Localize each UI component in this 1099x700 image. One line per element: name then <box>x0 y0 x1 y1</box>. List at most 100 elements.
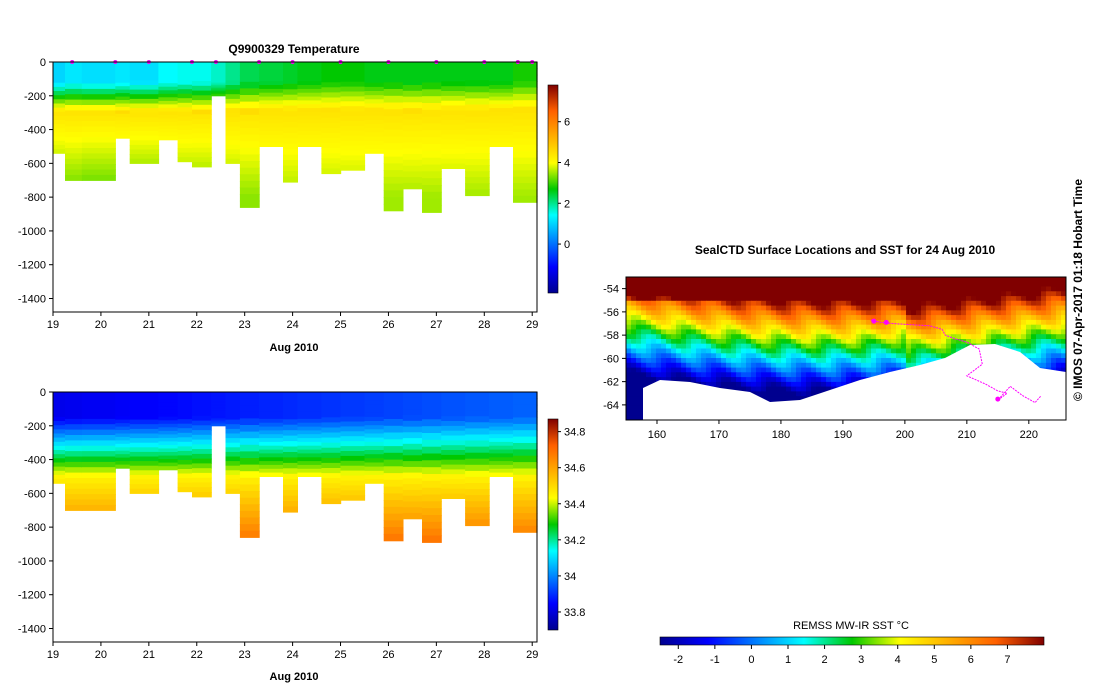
profile-cell <box>259 77 284 82</box>
sst-cell <box>951 286 957 292</box>
profile-cell <box>441 459 466 466</box>
sst-cell <box>686 362 692 369</box>
sst-cell <box>1031 358 1037 364</box>
sst-cell <box>766 286 772 292</box>
sst-cell <box>701 334 707 340</box>
sst-cell <box>761 396 767 402</box>
profile-cell <box>225 433 241 439</box>
profile-cell <box>489 415 514 420</box>
sst-cell <box>661 362 667 369</box>
sst-cell <box>731 367 737 373</box>
sst-cell <box>886 343 892 349</box>
sst-cell <box>681 334 687 340</box>
sst-cell <box>806 310 812 316</box>
sst-cell <box>676 281 682 288</box>
sst-cell <box>1046 362 1052 369</box>
sst-cell <box>656 286 662 292</box>
sst-cell <box>831 310 837 316</box>
profile-cell <box>465 80 490 87</box>
sst-cell <box>756 329 762 335</box>
profile-cell <box>297 415 322 420</box>
sst-cell <box>706 334 712 340</box>
sst-cell <box>1026 310 1032 316</box>
sst-cell <box>861 296 867 302</box>
profile-cell <box>239 484 260 492</box>
sst-cell <box>766 324 772 330</box>
profile-cell <box>441 95 466 102</box>
sst-cell <box>721 296 727 302</box>
sst-cell <box>1021 277 1027 283</box>
profile-cell <box>513 138 538 146</box>
sst-cell <box>696 358 702 364</box>
profile-cell <box>321 392 342 398</box>
sst-cell <box>1021 291 1027 297</box>
profile-cell <box>283 171 298 178</box>
profile-cell <box>297 119 322 124</box>
sst-cell <box>871 310 877 316</box>
colorbar-tick-label: 2 <box>564 198 570 210</box>
profile-cell <box>259 131 284 136</box>
sst-cell <box>661 339 667 345</box>
sst-cell <box>931 286 937 292</box>
sst-cell <box>756 277 762 283</box>
sst-cell <box>786 286 792 292</box>
sst-cell <box>796 300 802 307</box>
profile-cell <box>297 461 322 466</box>
sst-cell <box>846 362 852 369</box>
sst-cell <box>1016 324 1022 330</box>
sst-cell <box>716 348 722 354</box>
sst-cell <box>746 310 752 316</box>
profile-cell <box>465 489 490 496</box>
sst-cell <box>631 396 637 402</box>
profile-cell <box>239 180 260 189</box>
profile-cell <box>422 164 442 172</box>
sst-cell <box>836 300 842 307</box>
sst-cell <box>691 353 697 359</box>
sst-cell <box>631 410 637 416</box>
sst-cell <box>796 362 802 369</box>
sst-cell <box>731 362 737 369</box>
profile-cell <box>422 521 442 530</box>
sst-cell <box>941 310 947 316</box>
profile-cell <box>115 113 131 118</box>
sst-cell <box>696 300 702 307</box>
profile-cell <box>158 132 179 137</box>
profile-cell <box>321 77 342 83</box>
profile-cell <box>402 154 423 161</box>
x-tick-label: 28 <box>478 319 490 331</box>
sst-cell <box>801 319 807 326</box>
profile-cell <box>465 122 490 130</box>
profile-cell <box>211 74 227 77</box>
sst-cell <box>1016 348 1022 354</box>
sst-cell <box>711 324 717 330</box>
sst-cell <box>661 310 667 316</box>
sst-cell <box>706 348 712 354</box>
profile-cell <box>422 62 442 70</box>
sst-cell <box>881 310 887 316</box>
profile-cell <box>321 412 342 418</box>
profile-cell <box>383 190 404 198</box>
sst-cell <box>651 329 657 335</box>
sst-cell <box>761 281 767 288</box>
profile-cell <box>283 132 298 139</box>
profile-cell <box>489 407 514 412</box>
sst-cell <box>901 329 907 335</box>
sst-cell <box>821 367 827 373</box>
profile-cell <box>158 430 179 435</box>
sst-cell <box>856 358 862 364</box>
sst-cell <box>921 324 927 330</box>
profile-cell <box>177 139 193 145</box>
sst-cell <box>856 277 862 283</box>
profile-cell <box>192 95 212 101</box>
sst-cell <box>1016 281 1022 288</box>
sst-cell <box>786 353 792 359</box>
profile-cell <box>465 134 490 142</box>
profile-cell <box>283 72 298 79</box>
profile-cell <box>177 414 193 420</box>
sst-cell <box>946 305 952 311</box>
sst-cell <box>766 300 772 307</box>
sst-cell <box>866 296 872 302</box>
sst-cell <box>1036 362 1042 369</box>
profile-cell <box>158 83 179 88</box>
sst-cell <box>726 372 732 378</box>
